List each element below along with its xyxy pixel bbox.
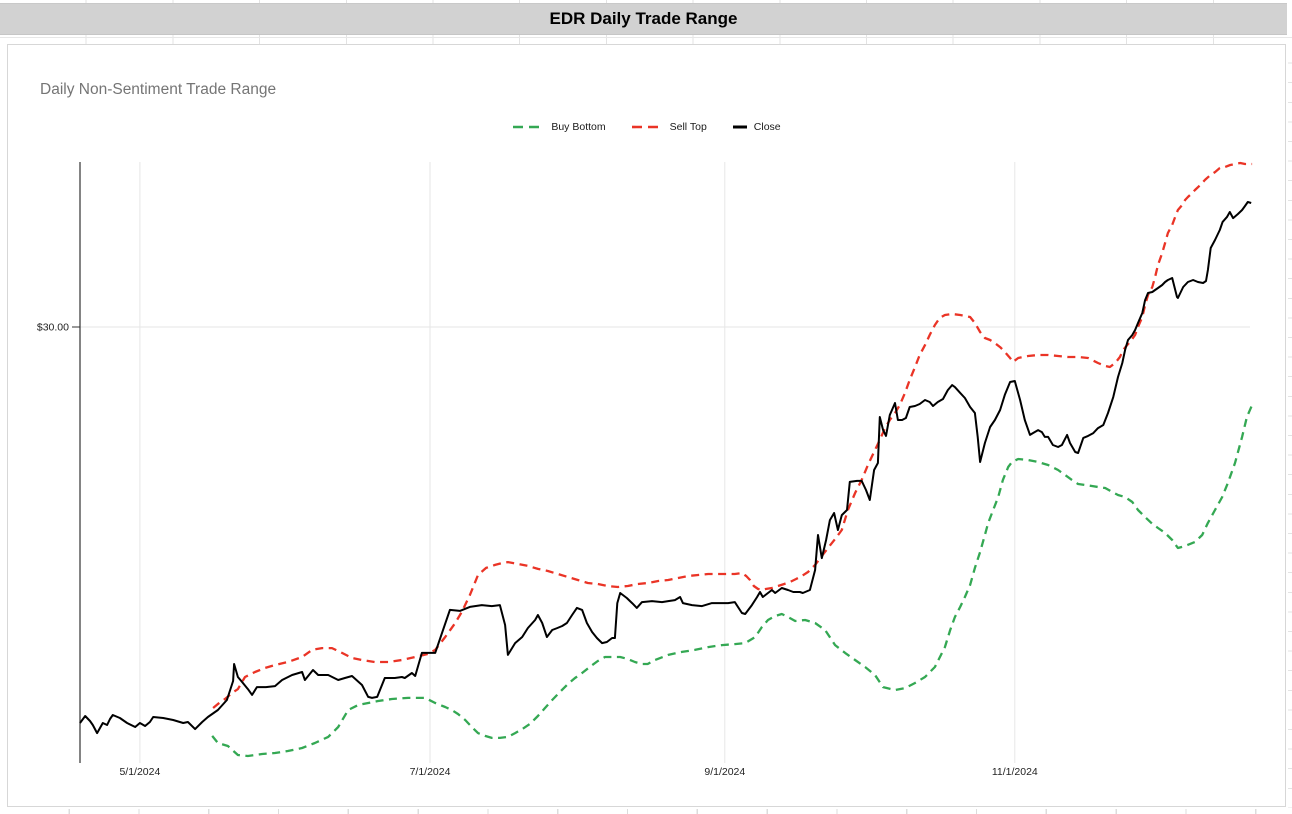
close-dash-icon	[732, 125, 747, 129]
chart-panel[interactable]	[7, 44, 1286, 807]
sheet-column-gridlines-bottom	[0, 809, 1292, 814]
chart-legend: Buy Bottom Sell Top Close	[7, 118, 1287, 136]
legend-item-buy-bottom[interactable]: Buy Bottom	[513, 121, 606, 133]
sheet-row-gridlines-right	[1288, 44, 1292, 808]
sell-top-dash-icon	[631, 125, 663, 129]
legend-label: Sell Top	[669, 121, 707, 133]
sheet-row-gridline	[0, 37, 1292, 38]
chart-title: Daily Non-Sentiment Trade Range	[40, 81, 277, 98]
sheet-title-cell[interactable]: EDR Daily Trade Range	[0, 3, 1287, 35]
buy-bottom-dash-icon	[513, 125, 545, 129]
legend-label: Close	[753, 121, 781, 133]
page-title: EDR Daily Trade Range	[549, 9, 738, 28]
legend-label: Buy Bottom	[551, 121, 606, 133]
legend-item-close[interactable]: Close	[732, 121, 781, 133]
legend-item-sell-top[interactable]: Sell Top	[631, 121, 707, 133]
